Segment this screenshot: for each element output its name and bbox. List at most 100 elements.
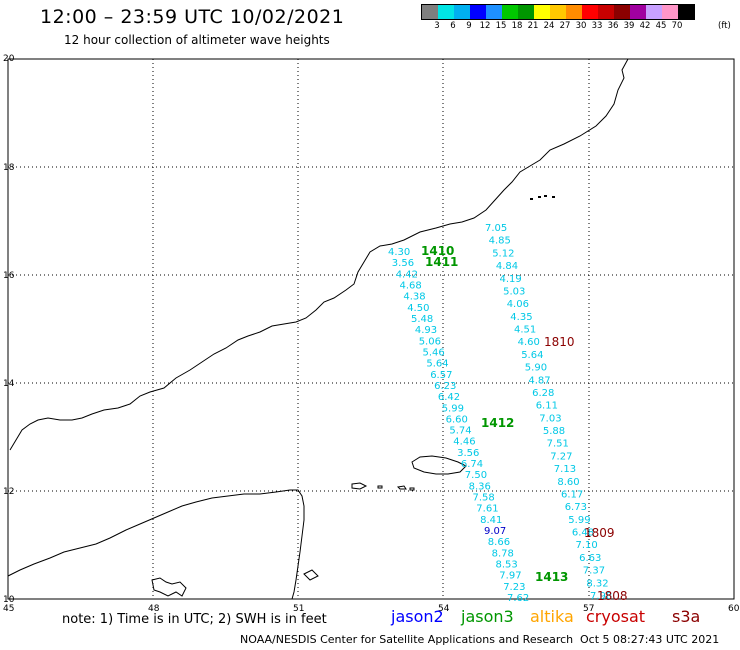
satellite-cryosat: cryosat [586,607,646,626]
swh-value: 7.13 [554,464,576,475]
pass-time-label: 1413 [535,570,568,584]
socotra-island [411,455,467,475]
swh-value: 4.35 [510,312,532,323]
legend-swatch [598,5,614,19]
swh-value: 4.30 [388,247,410,258]
swh-value: 4.06 [507,299,529,310]
legend-label: 12 [479,21,491,31]
swh-value: 5.64 [521,350,543,361]
swh-value: 6.11 [536,401,558,412]
swh-value: 5.48 [411,314,433,325]
swh-value: 4.19 [500,274,522,285]
somalia-coast [7,489,305,600]
legend-swatch [582,5,598,19]
x-tick-label: 60 [728,604,740,614]
swh-value: 4.51 [514,325,536,336]
swh-value: 8.32 [586,578,608,589]
pass-time-label: 1412 [481,416,514,430]
legend-label: 36 [607,21,619,31]
x-tick-label: 45 [3,604,14,614]
swh-value: 6.63 [579,553,601,564]
legend-swatch [470,5,486,19]
swh-value: 4.50 [407,303,429,314]
swh-value: 6.28 [532,388,554,399]
swh-value: 5.99 [568,515,590,526]
legend-label: 39 [623,21,635,31]
legend-swatch [550,5,566,19]
swh-value: 8.41 [480,515,502,526]
swh-value: 5.03 [503,286,525,297]
x-tick-label: 54 [438,604,450,614]
swh-value: 7.03 [539,413,561,424]
swh-value: 9.07 [484,526,506,537]
swh-value: 5.46 [423,348,445,359]
legend-label: 24 [543,21,555,31]
swh-value: 7.37 [583,566,605,577]
swh-value: 8.36 [469,481,491,492]
swh-value: 4.46 [453,437,475,448]
swh-value: 5.74 [449,426,471,437]
east-track: 7.05 4.855.12 4.84 4.195.03 4.06 4.35 4.514.60… [485,223,612,602]
y-tick-label: 16 [3,271,15,281]
swh-value: 8.78 [492,548,514,559]
legend-label: 42 [639,21,651,31]
swh-value: 5.12 [492,248,514,259]
x-tick-label: 57 [583,604,594,614]
legend-swatch [422,5,438,19]
swh-value: 7.27 [550,451,572,462]
swh-value: 5.88 [543,426,565,437]
swh-value: 7.10 [576,540,598,551]
y-tick-label: 20 [3,54,15,64]
swh-value: 7.61 [476,504,498,515]
color-scale-legend [421,4,695,20]
x-tick-label: 48 [148,604,160,614]
kuria-muria-islands [530,195,555,200]
satellite-s3a: s3a [672,607,701,626]
legend-label: 15 [495,21,507,31]
swh-value: 7.58 [473,493,495,504]
pass-time-label: 1411 [425,255,458,269]
swh-value: 6.42 [438,392,460,403]
swh-value: 7.51 [547,439,569,450]
swh-value: 7.97 [499,571,521,582]
legend-swatch [662,5,678,19]
legend-label: 21 [527,21,539,31]
pass-time-label: 1808 [597,589,628,603]
swh-value: 5.99 [442,403,464,414]
legend-swatch [486,5,502,19]
map-frame [7,58,735,600]
y-tick-label: 10 [3,595,15,605]
pass-time-label: 1810 [544,335,575,349]
color-scale-unit: (ft) [718,21,731,31]
timestamp: Oct 5 08:27:43 UTC 2021 [580,633,720,646]
swh-value: 3.56 [457,448,479,459]
swh-value: 8.66 [488,537,510,548]
legend-swatch [614,5,630,19]
legend-label: 3 [434,21,440,31]
swh-value: 4.68 [400,281,422,292]
swh-value: 6.57 [430,370,452,381]
legend-label: 33 [591,21,603,31]
swh-value: 4.42 [396,269,418,280]
swh-value: 7.23 [503,582,525,593]
swh-value: 5.06 [419,336,441,347]
swh-value: 6.74 [461,459,483,470]
swh-value: 4.38 [403,292,425,303]
legend-swatch [534,5,550,19]
swh-value: 4.85 [489,236,511,247]
swh-value: 8.60 [557,477,579,488]
y-tick-label: 12 [3,487,14,497]
swh-value: 6.48 [572,528,594,539]
legend-label: 6 [450,21,456,31]
x-tick-label: 51 [293,604,304,614]
legend-label: 27 [559,21,571,31]
satellite-jason2: jason2 [391,607,444,626]
pass-time-label: 1410 [421,244,454,258]
swh-value: 3.56 [392,258,414,269]
legend-swatch [646,5,662,19]
legend-swatch [566,5,582,19]
swh-value: 7.50 [465,470,487,481]
legend-swatch [630,5,646,19]
satellite-altika: altika [530,607,574,626]
swh-value: 4.87 [528,375,550,386]
